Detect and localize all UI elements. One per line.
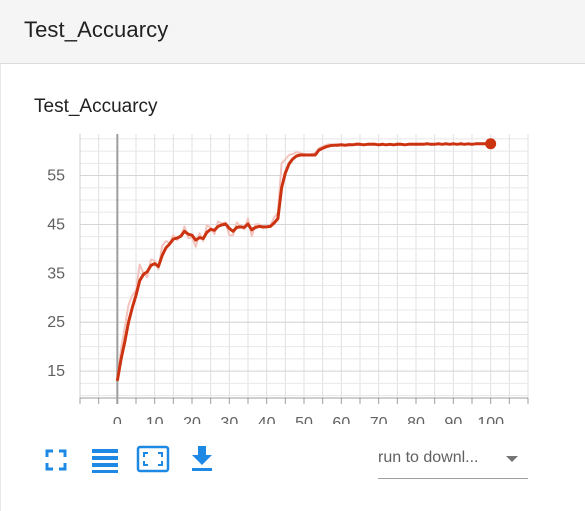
y-tick-label: 35 xyxy=(47,265,65,282)
x-tick-label: 60 xyxy=(332,415,350,424)
y-tick-label: 45 xyxy=(47,216,65,233)
y-tick-label: 55 xyxy=(47,168,65,185)
y-tick-label: 15 xyxy=(47,363,65,380)
run-download-select[interactable]: run to downl... xyxy=(378,443,528,479)
chevron-down-icon xyxy=(506,456,518,462)
header-title: Test_Accuarcy xyxy=(24,17,169,42)
x-tick-label: 90 xyxy=(444,415,462,424)
download-icon[interactable] xyxy=(190,444,214,472)
x-tick-label: 40 xyxy=(258,415,276,424)
x-tick-label: 20 xyxy=(183,415,201,424)
page-header: Test_Accuarcy xyxy=(0,0,585,64)
fit-screen-icon[interactable] xyxy=(136,445,170,473)
run-select-value: run to downl... xyxy=(378,449,479,466)
x-tick-label: 50 xyxy=(295,415,313,424)
x-tick-label: 80 xyxy=(407,415,425,424)
x-tick-label: 100 xyxy=(477,415,504,424)
x-tick-label: 10 xyxy=(146,415,164,424)
x-tick-label: 30 xyxy=(220,415,238,424)
smoothed-series-line xyxy=(115,142,491,382)
x-tick-label: 70 xyxy=(370,415,388,424)
last-point-marker xyxy=(485,138,497,150)
fullscreen-icon[interactable] xyxy=(44,448,68,472)
line-chart: 0 10 20 30 40 50 60 70 80 90 100 15 25 35 45 55 xyxy=(47,134,529,424)
y-tick-label: 25 xyxy=(47,314,65,331)
list-icon[interactable] xyxy=(91,447,119,473)
chart-title: Test_Accuarcy xyxy=(34,96,158,117)
x-tick-label: 0 xyxy=(113,415,122,424)
